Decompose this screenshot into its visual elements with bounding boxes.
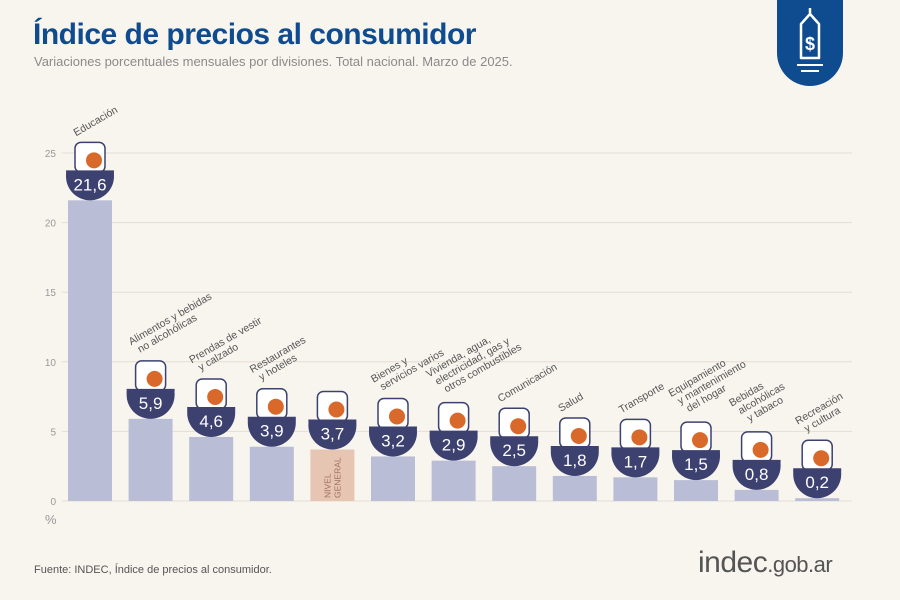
car-sube-icon xyxy=(619,418,652,451)
value-label: 2,5 xyxy=(502,441,526,460)
page-title: Índice de precios al consumidor xyxy=(33,18,476,51)
value-label: 0,8 xyxy=(745,465,769,484)
value-label: 3,9 xyxy=(260,422,284,441)
bar xyxy=(128,418,173,501)
wine-cigarette-icon xyxy=(740,431,773,463)
value-label: 5,9 xyxy=(139,394,163,413)
bar xyxy=(492,466,537,501)
price-tag-icon: $ xyxy=(797,8,823,72)
bar xyxy=(189,436,234,501)
value-label: 1,8 xyxy=(563,451,587,470)
bar xyxy=(613,477,658,501)
y-tick-label: 25 xyxy=(45,149,57,160)
y-axis-label: % xyxy=(45,512,57,527)
bar xyxy=(674,480,718,501)
shopping-basket-icon xyxy=(316,390,349,423)
svg-text:$: $ xyxy=(805,34,815,54)
category-label: Restaurantesy hoteles xyxy=(248,334,314,385)
value-badge-rim xyxy=(550,445,599,476)
value-badge-rim xyxy=(308,419,357,450)
category-label: Salud xyxy=(556,391,585,415)
value-label: 3,7 xyxy=(321,424,345,443)
value-label: 2,9 xyxy=(442,436,466,455)
price-tag-logo: $ xyxy=(777,0,843,86)
page-subtitle: Variaciones porcentuales mensuales por d… xyxy=(34,54,513,69)
brand-main: indec xyxy=(698,546,768,579)
bar xyxy=(371,456,415,501)
key-bulb-icon xyxy=(437,401,470,434)
umbrella-sun-icon xyxy=(801,439,833,471)
value-label: 1,5 xyxy=(684,455,708,474)
bar xyxy=(795,498,840,501)
source-note: Fuente: INDEC, Índice de precios al cons… xyxy=(34,564,272,576)
first-aid-icon xyxy=(559,417,591,449)
value-badge-rim xyxy=(793,468,842,499)
value-label: 21,6 xyxy=(73,175,106,194)
phone-icon xyxy=(498,407,530,439)
y-tick-label: 10 xyxy=(45,358,57,369)
value-badge-rim xyxy=(126,388,175,419)
value-badge-rim xyxy=(369,426,417,457)
value-badge-rim xyxy=(429,430,478,461)
category-label: Transporte xyxy=(617,380,667,416)
bar xyxy=(552,475,597,501)
notebook-icon xyxy=(74,141,106,174)
y-tick-label: 0 xyxy=(50,497,56,508)
value-badge-rim xyxy=(611,447,660,478)
value-label: 1,7 xyxy=(624,452,648,471)
plate-cutlery-icon xyxy=(256,387,288,420)
value-badge-rim xyxy=(66,170,114,201)
value-badge-rim xyxy=(247,416,296,447)
bar xyxy=(431,460,476,501)
value-badge-rim xyxy=(187,406,236,437)
brand-suffix: .gob.ar xyxy=(767,552,833,577)
general-bar-label: NIVELGENERAL xyxy=(322,457,342,498)
value-label: 3,2 xyxy=(381,431,405,450)
category-label: Bebidasalcohólicasy tabaco xyxy=(727,371,792,428)
category-label: Educación xyxy=(72,104,121,139)
value-badge-rim xyxy=(732,459,781,490)
value-badge-rim xyxy=(672,450,720,481)
category-label: Recreacióny cultura xyxy=(793,390,851,437)
value-badge-rim xyxy=(490,436,539,467)
y-tick-label: 20 xyxy=(45,219,57,230)
value-label: 4,6 xyxy=(199,412,223,431)
value-label: 0,2 xyxy=(805,473,829,492)
y-tick-label: 15 xyxy=(45,288,57,299)
bar xyxy=(734,489,779,501)
bar xyxy=(68,200,112,501)
bar xyxy=(249,446,294,501)
shirt-icon xyxy=(195,378,227,410)
comb-scissors-icon xyxy=(377,397,409,430)
washing-machine-icon xyxy=(680,421,712,453)
general-bar xyxy=(310,449,355,501)
indec-logo: indec.gob.ar xyxy=(698,546,833,580)
food-icon xyxy=(134,360,167,392)
y-tick-label: 5 xyxy=(50,427,56,438)
category-label: Comunicación xyxy=(496,361,560,405)
